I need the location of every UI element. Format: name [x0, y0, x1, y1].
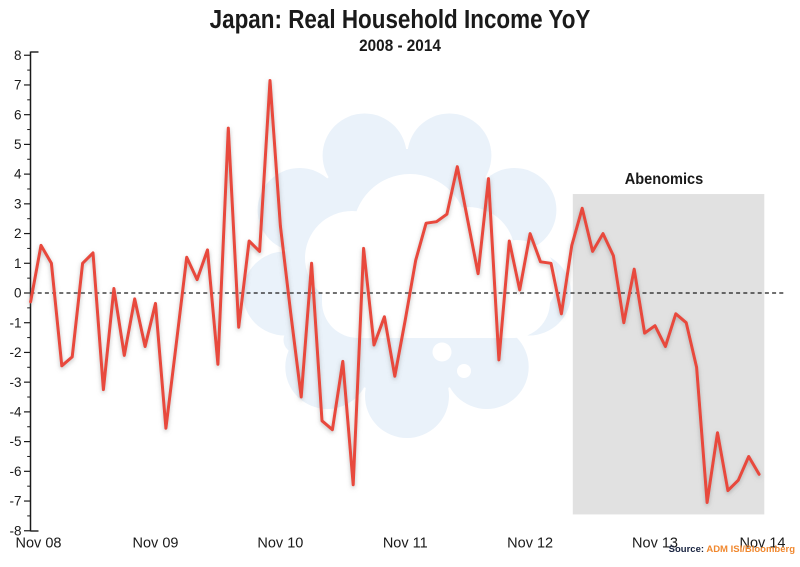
- y-axis-tick-label: 5: [14, 137, 22, 152]
- x-axis-tick-label: Nov 10: [257, 536, 303, 552]
- income-line-series: [29, 79, 761, 504]
- y-axis-tick-label: -6: [9, 464, 21, 479]
- chart-title: Japan: Real Household Income YoY: [209, 6, 591, 34]
- x-axis-tick-label: Nov 09: [133, 536, 179, 552]
- chart-subtitle: 2008 - 2014: [359, 36, 441, 55]
- y-axis-tick-label: 7: [14, 78, 22, 93]
- y-axis-tick-label: 4: [14, 167, 22, 182]
- y-axis-tick-label: -7: [9, 494, 21, 509]
- y-axis-tick-label: 3: [14, 196, 22, 211]
- y-axis-tick-label: -2: [9, 345, 21, 360]
- x-axis-tick-label: Nov 11: [383, 536, 428, 552]
- abenomics-label: Abenomics: [624, 171, 704, 188]
- source-value: ADM ISI/Bloomberg: [706, 544, 795, 555]
- y-axis-tick-label: 2: [14, 226, 22, 241]
- source-label: Source:: [668, 544, 705, 555]
- abenomics-region: [572, 194, 765, 515]
- y-axis-tick-label: 6: [14, 107, 22, 122]
- y-axis-tick-label: 1: [14, 256, 22, 271]
- x-axis-tick-label: Nov 14: [740, 536, 786, 552]
- x-axis-tick-label: Nov 13: [632, 536, 678, 552]
- y-axis-tick-label: -5: [9, 434, 21, 449]
- x-axis-tick-label: Nov 08: [16, 536, 62, 552]
- y-axis-tick-label: -8: [9, 523, 21, 538]
- y-axis-tick-label: 0: [14, 286, 22, 301]
- source-credit: Source: ADM ISI/Bloomberg: [669, 544, 795, 555]
- y-axis-tick-label: -3: [9, 375, 21, 390]
- y-axis-tick-label: -1: [9, 315, 21, 330]
- x-axis-tick-label: Nov 12: [507, 536, 553, 552]
- y-axis-tick-label: 8: [14, 48, 22, 63]
- y-axis-tick-label: -4: [9, 404, 21, 419]
